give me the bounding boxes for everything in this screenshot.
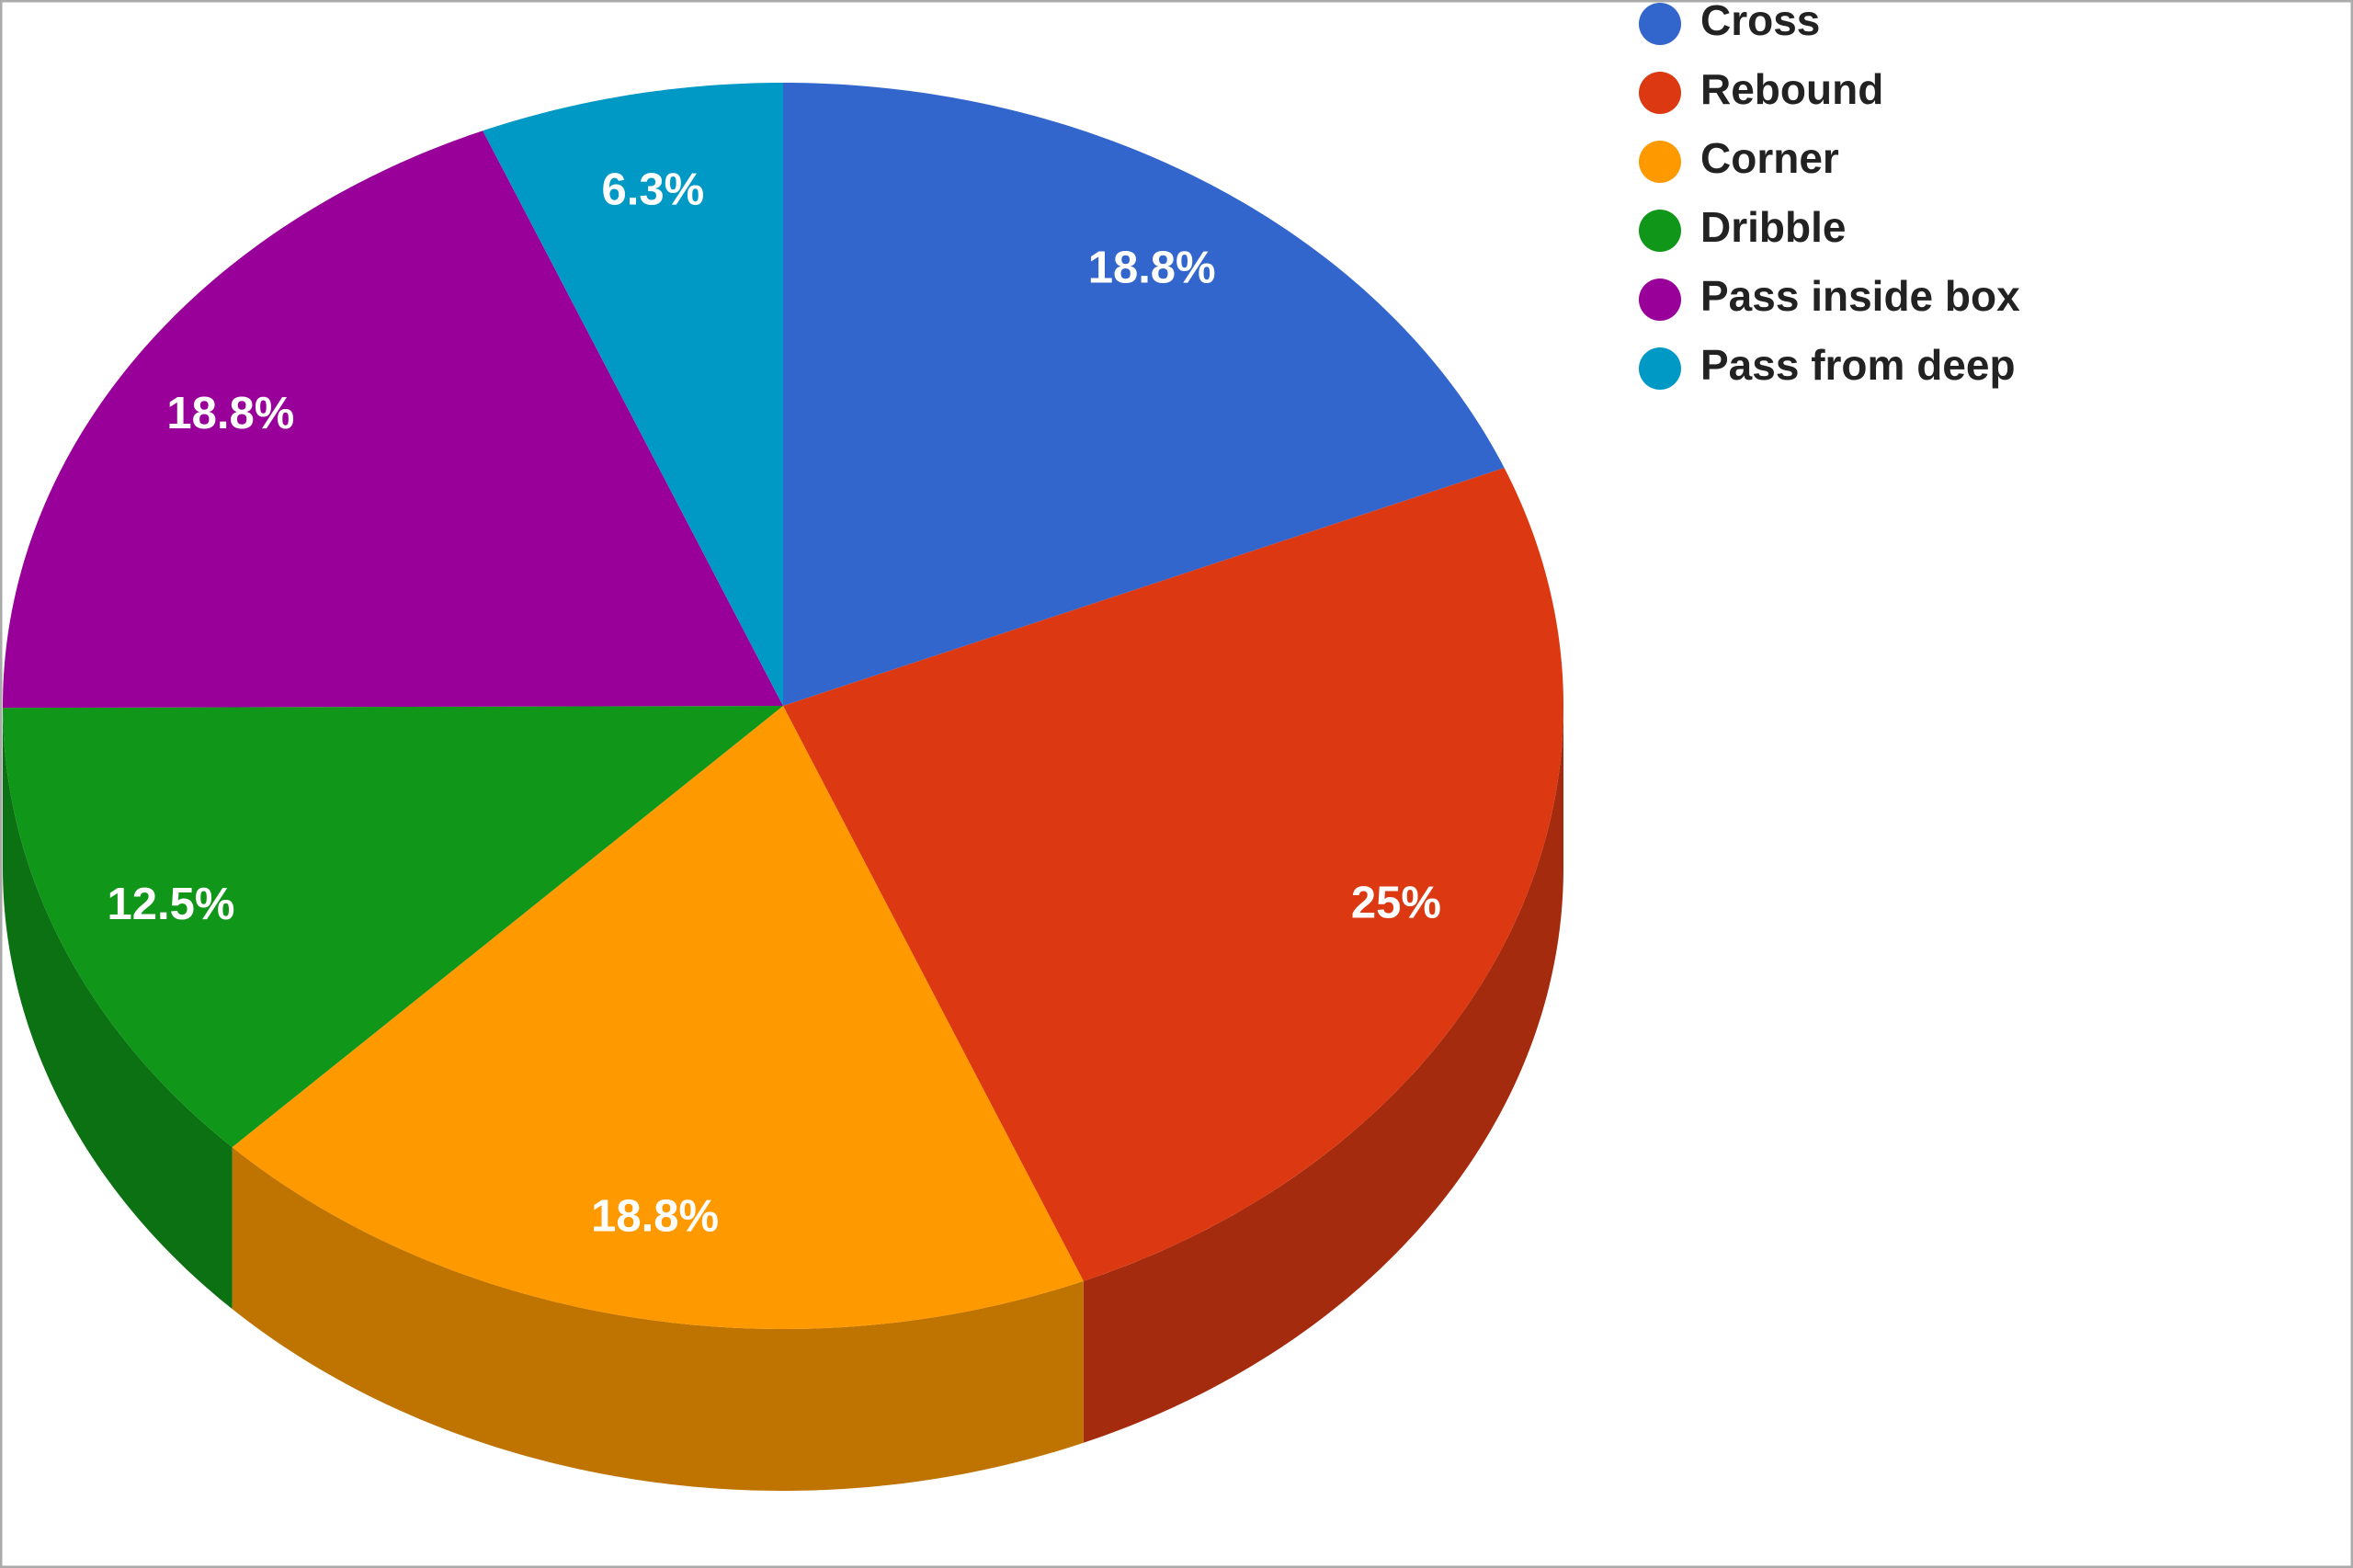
pie-tops [3, 83, 1563, 1329]
slice [3, 131, 784, 709]
data-label: 25% [1351, 878, 1441, 927]
slice-side [1083, 706, 1563, 1443]
legend-label: Rebound [1700, 65, 1883, 113]
data-label: 6.3% [602, 165, 705, 214]
data-label: 18.8% [591, 1192, 719, 1242]
data-label: 18.8% [1088, 244, 1216, 293]
data-label: 12.5% [107, 880, 234, 929]
legend-marker [1639, 3, 1681, 45]
legend-marker [1639, 210, 1681, 252]
legend-label: Corner [1700, 134, 1839, 182]
pie-sides [3, 706, 1563, 1491]
legend-marker [1639, 72, 1681, 114]
slice [783, 468, 1563, 1281]
slice-side [232, 1147, 1084, 1491]
legend-marker [1639, 141, 1681, 183]
slice [232, 706, 1084, 1329]
legend-label: Pass from deep [1700, 341, 2016, 389]
legend-label: Dribble [1700, 203, 1846, 251]
pie-labels: 18.8% 25% 18.8% 12.5% 18.8% 6.3% [107, 165, 1441, 1241]
slice-side [3, 708, 233, 1310]
legend-label: Cross [1700, 0, 1820, 44]
legend-marker [1639, 347, 1681, 390]
slice [783, 83, 1505, 706]
slice [483, 83, 783, 706]
legend-label: Pass inside box [1700, 272, 2020, 320]
legend-marker [1639, 278, 1681, 321]
data-label: 18.8% [166, 389, 294, 438]
legend: Cross Rebound Corner Dribble Pass inside box… [1639, 0, 2020, 390]
slice [3, 706, 784, 1148]
